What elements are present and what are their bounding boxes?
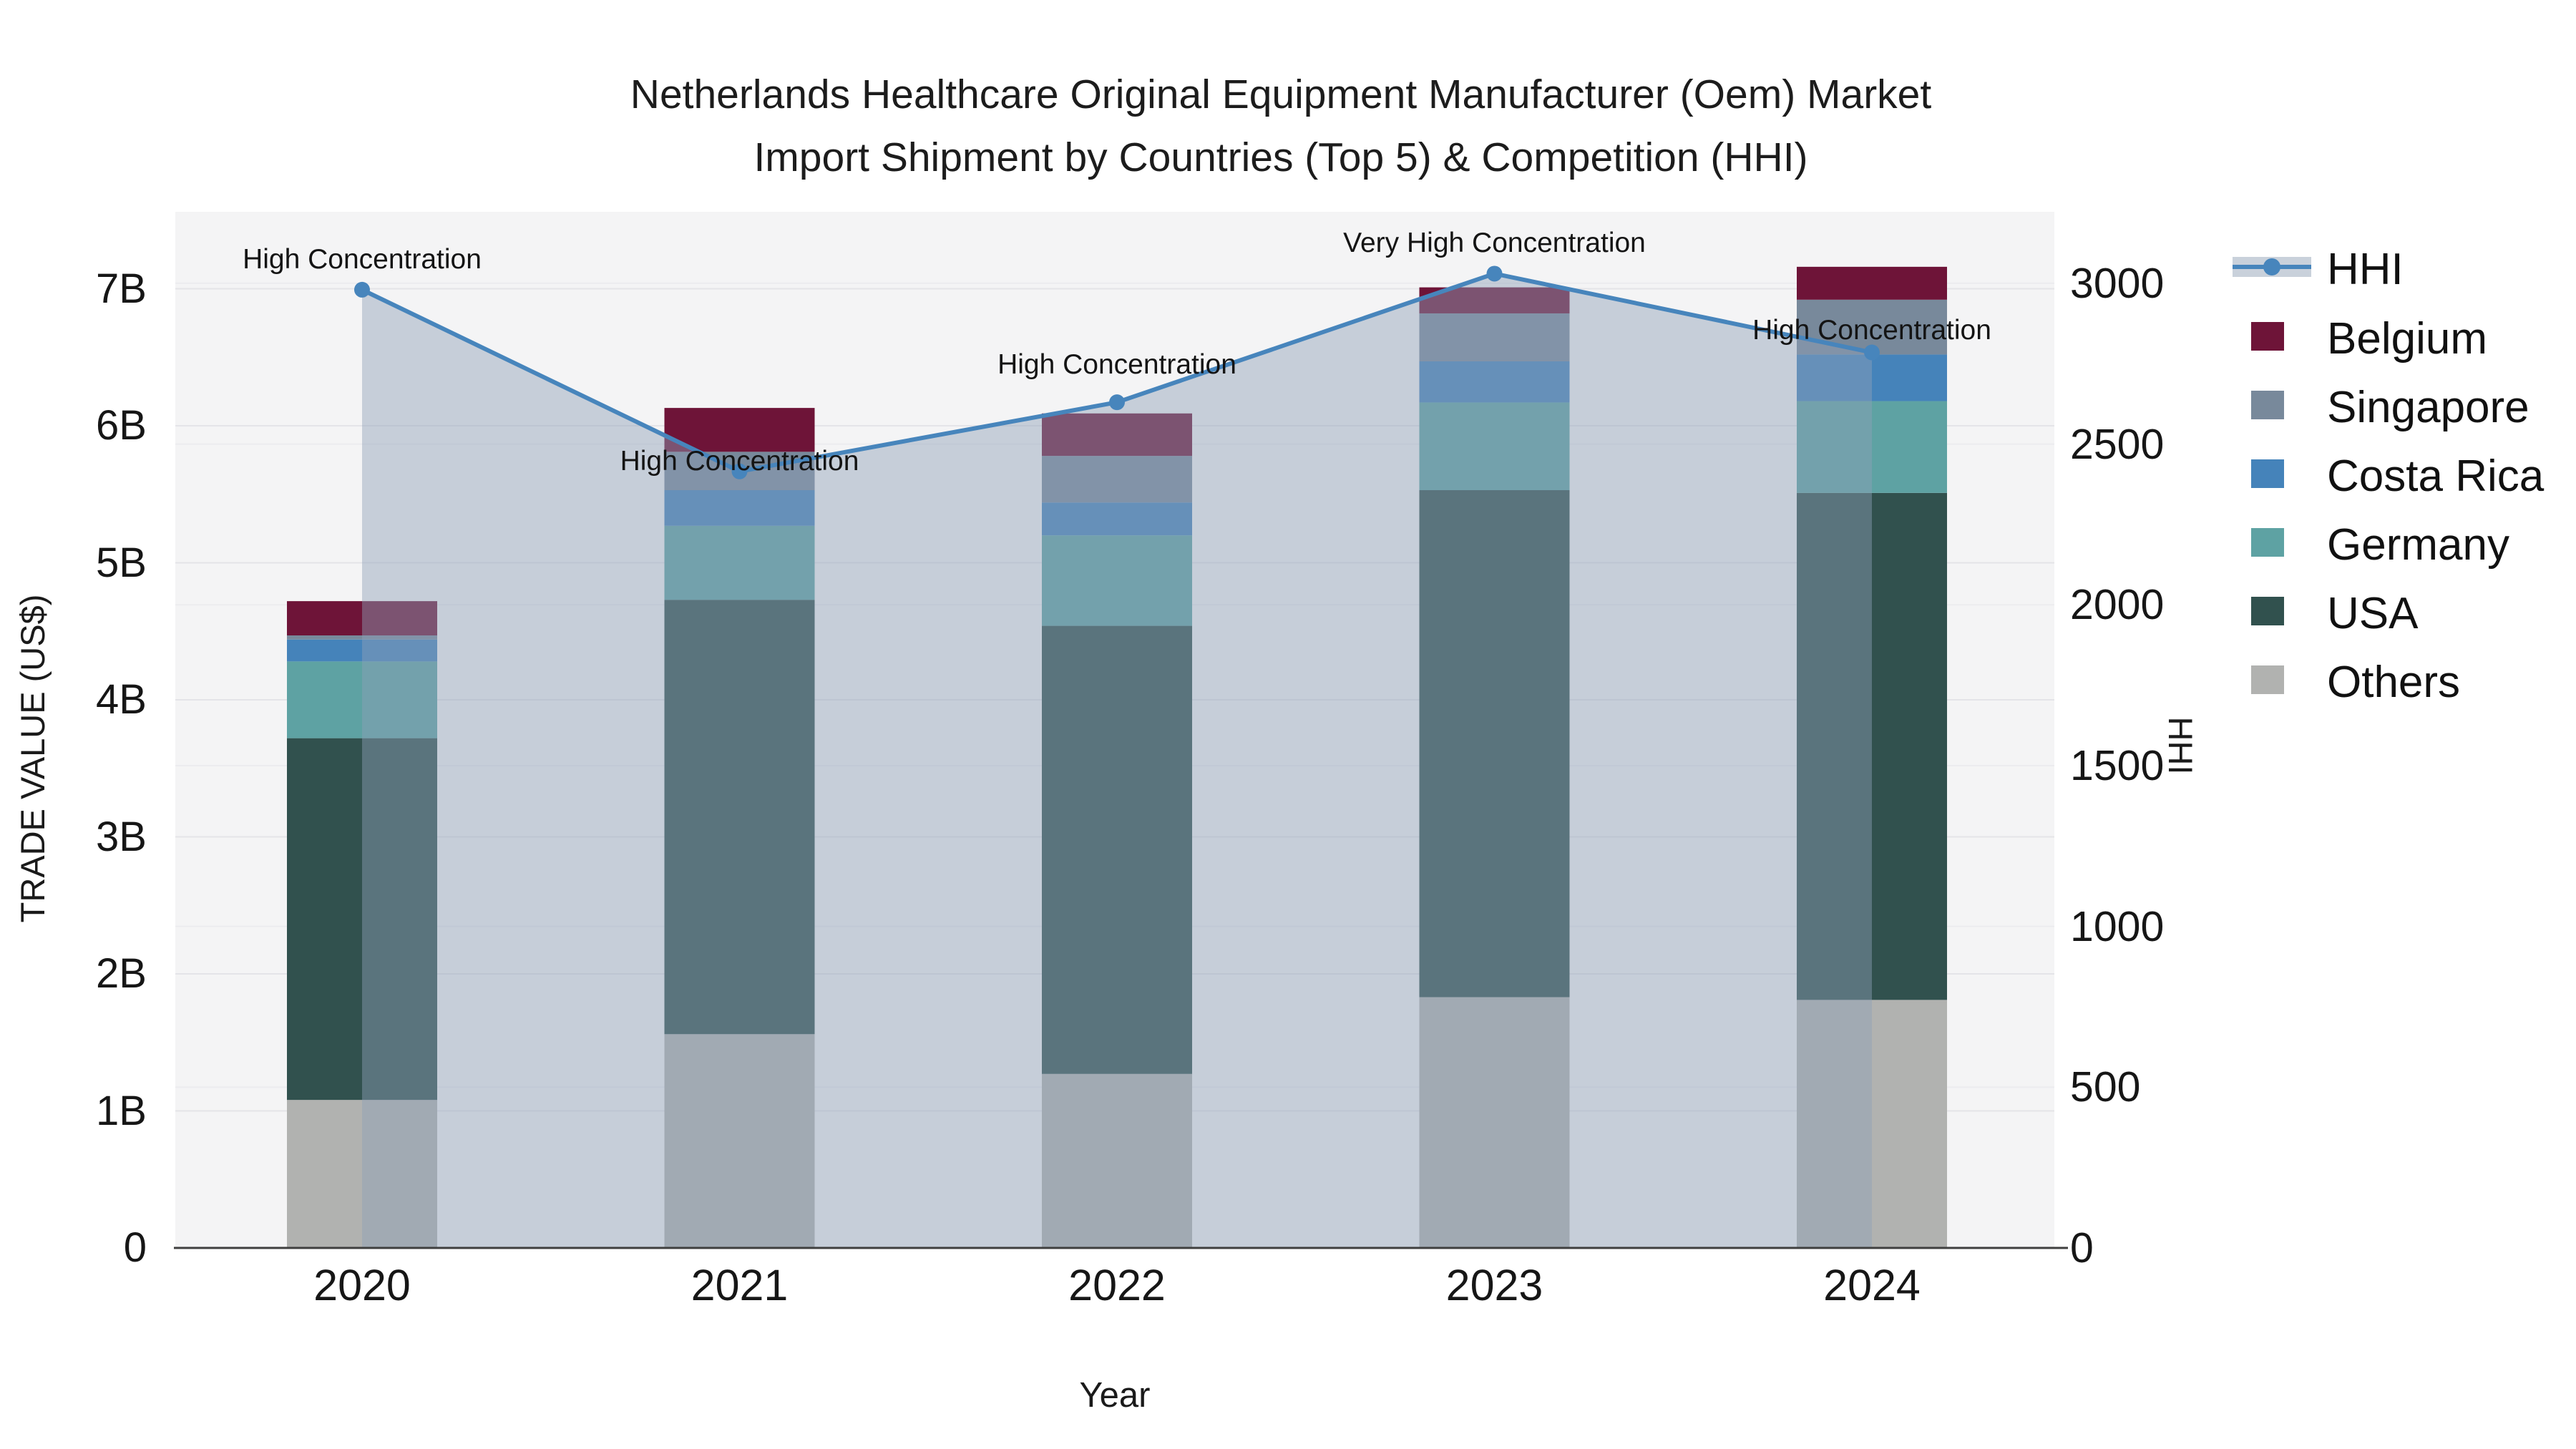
x-tick-2020: 2020 (313, 1261, 411, 1309)
bar-segment-belgium-2020 (287, 601, 437, 635)
legend-label-others: Others (2327, 658, 2461, 707)
bar-segment-usa-2021 (664, 600, 815, 1035)
legend-item-germany[interactable]: Germany (2218, 508, 2562, 577)
x-tick-2023: 2023 (1445, 1261, 1543, 1309)
y-right-tick-1500: 1500 (2070, 741, 2165, 789)
hhi-marker-2023 (1486, 265, 1503, 282)
bar-segment-germany-2020 (287, 661, 437, 738)
legend-label-belgium: Belgium (2327, 314, 2487, 364)
legend-label-costa-rica: Costa Rica (2327, 452, 2545, 501)
hhi-area-fill (362, 273, 1872, 1248)
bar-segment-costa-rica-2022 (1042, 502, 1192, 536)
bar-segment-singapore-2023 (1419, 313, 1570, 361)
legend-item-belgium[interactable]: Belgium (2218, 302, 2562, 371)
bar-segment-costa-rica-2024 (1797, 354, 1947, 401)
bar-segment-belgium-2024 (1797, 266, 1947, 300)
others-swatch (2251, 665, 2284, 694)
y-left-tick-5B: 5B (96, 539, 147, 586)
y-right-tick-2500: 2500 (2070, 420, 2165, 468)
legend-label-germany: Germany (2327, 520, 2509, 570)
bar-segment-germany-2021 (664, 525, 815, 600)
bar-segment-others-2020 (287, 1100, 437, 1248)
bar-segment-others-2022 (1042, 1073, 1192, 1248)
hhi-marker-2024 (1864, 344, 1880, 361)
legend-label-singapore: Singapore (2327, 383, 2529, 432)
hhi-line-swatch (2233, 257, 2311, 277)
bar-segment-others-2021 (664, 1034, 815, 1248)
annotation-2024: High Concentration (1752, 314, 1991, 346)
y-right-tick-500: 500 (2070, 1063, 2141, 1111)
annotation-2023: Very High Concentration (1343, 228, 1646, 259)
bar-segment-usa-2024 (1797, 492, 1947, 1000)
bar-segment-others-2024 (1797, 1000, 1947, 1248)
legend-item-hhi[interactable]: HHI (2218, 233, 2562, 301)
bar-segment-belgium-2021 (664, 408, 815, 452)
y-left-tick-2B: 2B (96, 950, 147, 997)
bar-segment-costa-rica-2023 (1419, 361, 1570, 403)
legend-label-usa: USA (2327, 589, 2419, 638)
legend-item-singapore[interactable]: Singapore (2218, 371, 2562, 439)
y-right-tick-3000: 3000 (2070, 259, 2165, 307)
y-left-tick-4B: 4B (96, 676, 147, 723)
legend-item-others[interactable]: Others (2218, 645, 2562, 714)
x-axis-title: Year (1079, 1376, 1151, 1415)
legend-label-hhi: HHI (2327, 245, 2404, 294)
y-left-tick-1B: 1B (96, 1087, 147, 1134)
singapore-swatch (2251, 391, 2284, 419)
bar-segment-germany-2022 (1042, 535, 1192, 626)
hhi-marker-2020 (354, 281, 370, 298)
germany-swatch (2251, 528, 2284, 557)
x-tick-2022: 2022 (1068, 1261, 1166, 1309)
x-tick-2024: 2024 (1823, 1261, 1921, 1309)
bar-segment-singapore-2020 (287, 635, 437, 640)
bar-segment-usa-2022 (1042, 625, 1192, 1074)
chart-title-line2: Import Shipment by Countries (Top 5) & C… (753, 135, 1808, 180)
y-right-tick-1000: 1000 (2070, 902, 2165, 950)
bar-segment-others-2023 (1419, 997, 1570, 1248)
bar-segment-usa-2023 (1419, 490, 1570, 997)
annotation-2022: High Concentration (997, 349, 1236, 381)
hhi-swatch-marker (2263, 258, 2280, 275)
bar-segment-germany-2023 (1419, 402, 1570, 491)
bar-segment-singapore-2022 (1042, 456, 1192, 503)
y-left-tick-6B: 6B (96, 402, 147, 449)
y-left-tick-7B: 7B (96, 265, 147, 312)
costa-rica-swatch (2251, 459, 2284, 488)
y-right-tick-0: 0 (2070, 1224, 2094, 1272)
bar-segment-germany-2024 (1797, 401, 1947, 493)
legend-item-costa-rica[interactable]: Costa Rica (2218, 439, 2562, 508)
annotation-2020: High Concentration (243, 243, 482, 275)
usa-swatch (2251, 597, 2284, 625)
y-right-tick-2000: 2000 (2070, 581, 2165, 629)
belgium-swatch (2251, 322, 2284, 351)
y-left-tick-3B: 3B (96, 813, 147, 860)
bar-segment-costa-rica-2020 (287, 639, 437, 662)
annotation-2021: High Concentration (620, 445, 859, 477)
chart-title: Netherlands Healthcare Original Equipmen… (494, 63, 2068, 189)
bar-segment-costa-rica-2021 (664, 490, 815, 526)
x-tick-2021: 2021 (691, 1261, 789, 1309)
chart-title-line1: Netherlands Healthcare Original Equipmen… (630, 72, 1932, 117)
bar-segment-belgium-2022 (1042, 413, 1192, 457)
legend-item-usa[interactable]: USA (2218, 577, 2562, 645)
hhi-marker-2022 (1109, 394, 1125, 411)
bar-segment-usa-2020 (287, 738, 437, 1101)
hhi-marker-2021 (731, 463, 748, 479)
y-left-tick-0: 0 (123, 1224, 147, 1271)
